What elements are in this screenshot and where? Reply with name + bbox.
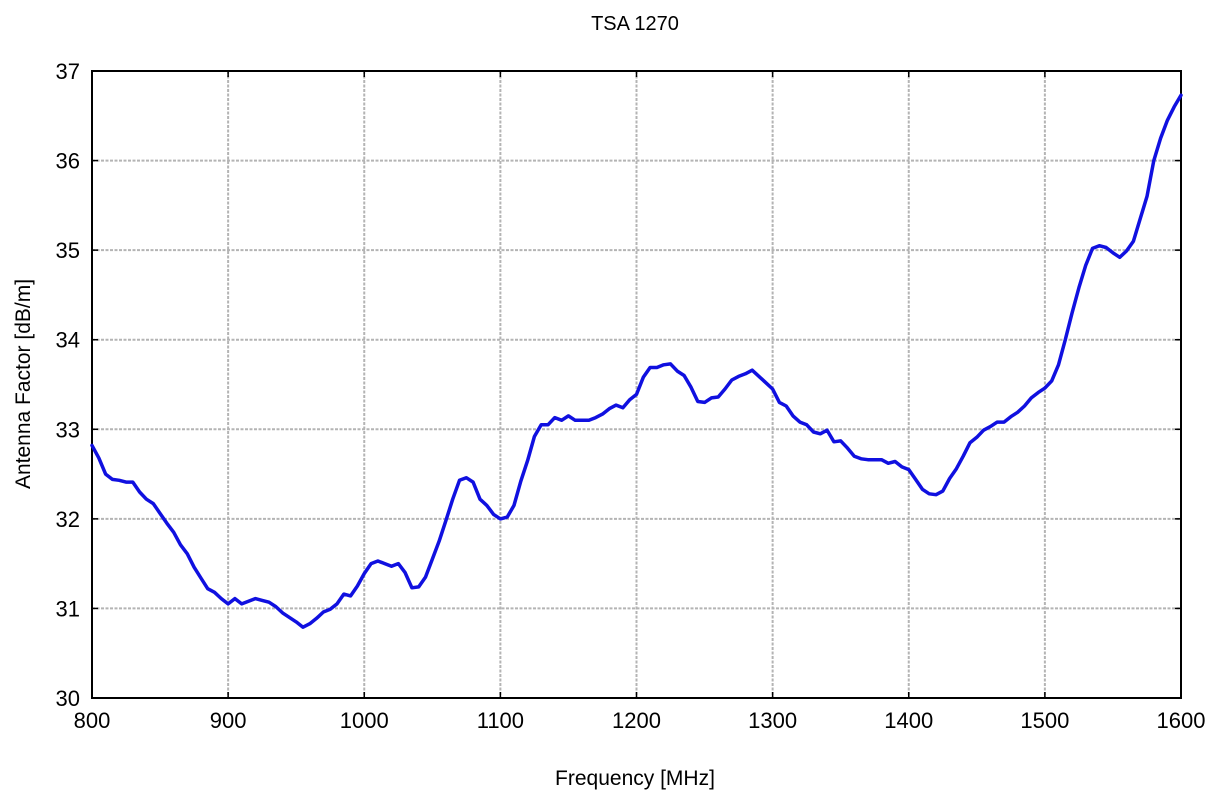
y-tick-label: 33 [56, 417, 80, 442]
series-group [90, 93, 1183, 629]
y-tick-label: 37 [56, 59, 80, 84]
y-tick-label: 35 [56, 238, 80, 263]
x-tick-label: 1100 [477, 708, 524, 733]
series-line-0 [90, 93, 1183, 629]
x-tick-label: 1200 [612, 708, 661, 733]
chart-title: TSA 1270 [591, 13, 679, 35]
y-tick-label: 36 [56, 149, 80, 174]
x-tick-label: 1600 [1157, 708, 1206, 733]
x-tick-label: 900 [210, 708, 247, 733]
x-tick-label: 1300 [748, 708, 797, 733]
y-tick-label: 31 [56, 596, 80, 621]
x-tick-label: 1000 [340, 708, 389, 733]
y-axis-ticks: 30 31 32 33 34 35 36 37 [56, 59, 1181, 711]
x-axis-label: Frequency [MHz] [555, 767, 715, 790]
x-tick-label: 1400 [884, 708, 933, 733]
x-axis-ticks: 800 900 1000 1100 1200 1300 1400 1500 1600 [74, 71, 1206, 733]
x-tick-label: 800 [74, 708, 111, 733]
y-tick-label: 34 [56, 328, 80, 353]
y-tick-label: 30 [56, 686, 80, 711]
y-tick-label: 32 [56, 507, 80, 532]
grid [92, 71, 1181, 698]
x-tick-label: 1500 [1020, 708, 1069, 733]
y-axis-label: Antenna Factor [dB/m] [12, 279, 35, 489]
